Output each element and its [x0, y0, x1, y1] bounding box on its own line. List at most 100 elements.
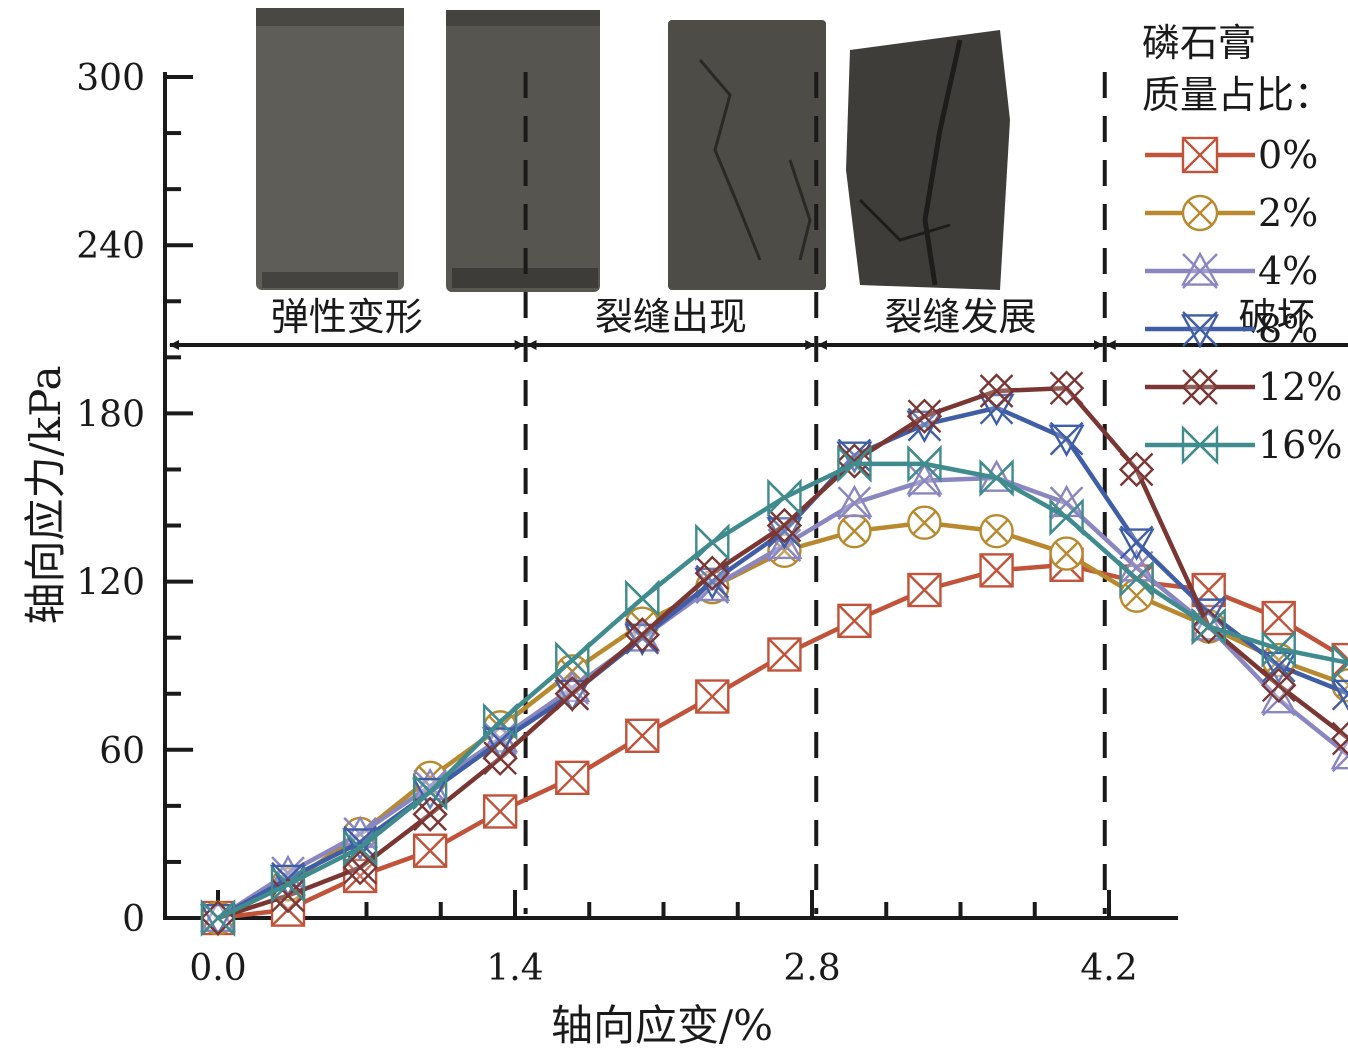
y-tick-label: 240 — [76, 226, 145, 267]
data-point — [836, 443, 873, 479]
data-point — [1261, 667, 1297, 704]
data-point — [412, 796, 448, 832]
data-point — [412, 772, 448, 811]
data-point — [412, 833, 448, 868]
legend-marker — [1181, 194, 1219, 232]
specimen-photo-crack-develop — [668, 20, 826, 290]
data-point — [906, 398, 943, 434]
y-tick-label: 60 — [99, 731, 145, 772]
data-point — [482, 740, 518, 776]
data-point — [837, 513, 872, 549]
data-point — [555, 641, 590, 679]
data-point — [624, 617, 660, 653]
stage-label: 破坏 — [1239, 295, 1315, 339]
legend-title-line2: 质量占比： — [1142, 73, 1332, 117]
data-point — [1118, 525, 1155, 561]
y-tick-label: 180 — [76, 394, 145, 435]
y-tick-label: 300 — [76, 58, 145, 99]
data-point — [342, 849, 378, 886]
data-point — [695, 679, 730, 714]
series-line — [217, 562, 1348, 921]
legend-label: 12% — [1258, 365, 1342, 409]
data-point — [482, 702, 518, 741]
axes — [163, 72, 1178, 920]
y-axis-title: 轴向应力/kPa — [21, 365, 70, 624]
y-tick-label: 0 — [122, 899, 145, 940]
legend-entry: 12% — [1145, 365, 1342, 409]
data-point — [1261, 600, 1296, 636]
data-point — [555, 760, 590, 796]
data-point — [694, 555, 730, 591]
data-point — [907, 505, 942, 540]
data-point — [837, 603, 872, 639]
data-point — [1260, 680, 1297, 717]
x-tick-label: 2.8 — [783, 948, 840, 989]
x-tick-label: 0.0 — [189, 948, 246, 989]
data-point — [342, 829, 378, 867]
data-point — [767, 637, 802, 672]
data-point — [1261, 629, 1296, 668]
legend-entry: 4% — [1145, 249, 1318, 293]
data-point — [837, 444, 872, 483]
data-point — [625, 718, 660, 753]
y-ticks: 0 60 120 180 240 300 — [76, 58, 193, 940]
legend-label: 16% — [1258, 423, 1342, 467]
y-tick-label: 120 — [76, 563, 145, 604]
x-axis-title: 轴向应变/% — [551, 1001, 773, 1050]
legend-label: 2% — [1258, 191, 1318, 235]
legend-marker — [1181, 368, 1219, 406]
data-point — [907, 572, 942, 608]
legend-entry: 8% — [1145, 307, 1318, 351]
data-point — [767, 478, 802, 517]
data-point — [979, 553, 1014, 588]
series-5 — [200, 444, 1348, 937]
legend-entry: 0% — [1145, 133, 1318, 177]
data-point — [1119, 559, 1154, 598]
legend: 磷石膏 质量占比： 0% 2% 4% 8% 12% 16% — [1142, 21, 1342, 467]
data-point — [1049, 536, 1084, 571]
legend-marker — [1180, 311, 1220, 349]
stage-annotations: 弹性变形 裂缝出现 裂缝发展 破坏 — [169, 295, 1348, 350]
data-point — [1331, 721, 1348, 756]
specimen-photo-failure — [846, 30, 1010, 290]
legend-title-line1: 磷石膏 — [1142, 21, 1256, 65]
data-point — [695, 523, 730, 562]
specimen-photo-elastic — [256, 8, 404, 290]
data-point — [1260, 648, 1297, 685]
data-point — [906, 462, 943, 498]
x-tick-label: 4.2 — [1080, 948, 1137, 989]
legend-entry: 16% — [1145, 423, 1342, 467]
specimen-photos — [256, 8, 1010, 292]
legend-label: 4% — [1258, 249, 1318, 293]
data-point — [270, 865, 306, 904]
stage-label: 弹性变形 — [271, 295, 423, 339]
data-point — [1048, 421, 1085, 458]
legend-marker — [1180, 251, 1220, 289]
data-point — [200, 899, 236, 937]
data-point — [978, 373, 1015, 409]
data-point — [1330, 676, 1348, 711]
data-point — [979, 513, 1014, 549]
data-point — [979, 458, 1014, 497]
stage-label: 裂缝发展 — [884, 295, 1036, 339]
data-point — [1191, 607, 1226, 646]
data-point — [1331, 643, 1348, 682]
stage-label: 裂缝出现 — [595, 295, 747, 339]
data-point — [482, 794, 518, 829]
data-point — [1048, 370, 1085, 406]
legend-marker — [1181, 425, 1219, 465]
specimen-photo-crack-appear — [446, 10, 600, 292]
x-ticks: 0.01.42.84.25.6 — [189, 890, 1138, 989]
data-point — [625, 579, 660, 618]
data-point — [1049, 498, 1084, 537]
data-point — [1118, 451, 1155, 488]
data-point — [1048, 484, 1085, 520]
series-layer — [199, 370, 1348, 937]
x-tick-label: 1.4 — [486, 948, 543, 989]
legend-label: 8% — [1258, 307, 1318, 351]
legend-label: 0% — [1258, 133, 1318, 177]
data-point — [836, 484, 873, 520]
legend-entry: 2% — [1145, 191, 1318, 235]
data-point — [766, 507, 803, 544]
